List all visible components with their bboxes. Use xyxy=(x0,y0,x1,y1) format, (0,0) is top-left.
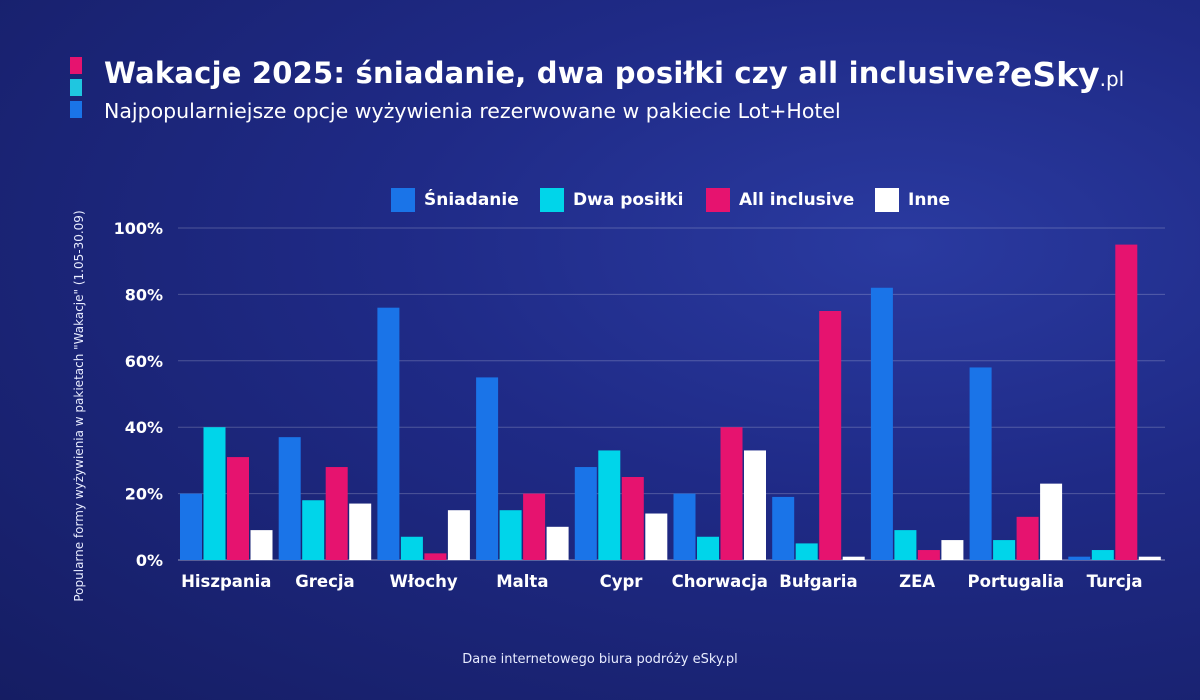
legend-label: Śniadanie xyxy=(424,190,519,210)
bar xyxy=(1040,483,1063,560)
x-tick-label: Malta xyxy=(496,572,548,591)
bar xyxy=(1138,556,1161,560)
logo-tld: .pl xyxy=(1099,67,1125,91)
x-tick-label: Bułgaria xyxy=(779,572,857,591)
legend-swatch xyxy=(706,188,730,212)
y-tick-label: 20% xyxy=(125,485,163,504)
bar xyxy=(1091,550,1114,560)
bar xyxy=(1115,244,1138,560)
bar xyxy=(424,553,447,560)
x-tick-label: Chorwacja xyxy=(672,572,768,591)
bar xyxy=(499,510,522,560)
y-tick-label: 80% xyxy=(125,285,163,304)
bar xyxy=(227,457,249,560)
bar xyxy=(1016,516,1039,560)
chart-subtitle: Najpopularniejsze opcje wyżywienia rezer… xyxy=(104,99,841,123)
y-tick-label: 0% xyxy=(136,551,163,570)
legend-swatch xyxy=(540,188,564,212)
x-tick-label: ZEA xyxy=(899,572,935,591)
logo-main: eSky xyxy=(1010,55,1100,94)
title-accent-bars xyxy=(70,57,82,123)
x-tick-label: Cypr xyxy=(600,572,644,591)
bar xyxy=(598,450,621,560)
bar xyxy=(400,536,423,560)
legend-label: Inne xyxy=(908,190,951,210)
legend-label: All inclusive xyxy=(739,190,855,210)
x-tick-label: Grecja xyxy=(295,572,354,591)
bar xyxy=(523,493,546,560)
bar xyxy=(894,530,917,560)
bar xyxy=(842,556,865,560)
bar xyxy=(278,437,301,560)
bar xyxy=(302,500,325,560)
bar xyxy=(621,477,644,560)
bar xyxy=(645,513,668,560)
chart-title: Wakacje 2025: śniadanie, dwa posiłki czy… xyxy=(104,56,1012,90)
x-tick-label: Turcja xyxy=(1087,572,1143,591)
bar xyxy=(720,427,743,560)
x-tick-label: Włochy xyxy=(390,572,458,591)
x-tick-label: Portugalia xyxy=(968,572,1065,591)
bar xyxy=(203,427,226,560)
esky-logo: eSky.pl xyxy=(1010,55,1124,94)
y-tick-label: 40% xyxy=(125,418,163,437)
bar xyxy=(795,543,818,560)
legend-swatch xyxy=(391,188,415,212)
bar xyxy=(180,493,202,560)
bar xyxy=(325,467,348,560)
bar xyxy=(819,311,842,560)
bar xyxy=(250,530,273,560)
bar xyxy=(447,510,470,560)
legend-swatch xyxy=(875,188,899,212)
accent-bar-pink xyxy=(70,57,82,74)
bar xyxy=(870,287,893,560)
y-tick-label: 60% xyxy=(125,352,163,371)
bar xyxy=(1068,556,1091,560)
bar xyxy=(476,377,499,560)
bar xyxy=(697,536,719,560)
bar xyxy=(993,540,1016,560)
bar xyxy=(546,526,569,560)
bar xyxy=(917,550,940,560)
y-tick-label: 100% xyxy=(114,219,163,238)
bar xyxy=(574,467,597,560)
bar xyxy=(744,450,766,560)
source-note: Dane internetowego biura podróży eSky.pl xyxy=(462,652,738,667)
bar xyxy=(969,367,992,560)
bar xyxy=(772,496,795,560)
bar xyxy=(673,493,696,560)
bar xyxy=(941,540,964,560)
legend-label: Dwa posiłki xyxy=(573,190,684,210)
bar xyxy=(349,503,372,560)
x-tick-label: Hiszpania xyxy=(181,572,271,591)
accent-bar-cyan xyxy=(70,79,82,96)
bar xyxy=(377,307,400,560)
accent-bar-blue xyxy=(70,101,82,118)
